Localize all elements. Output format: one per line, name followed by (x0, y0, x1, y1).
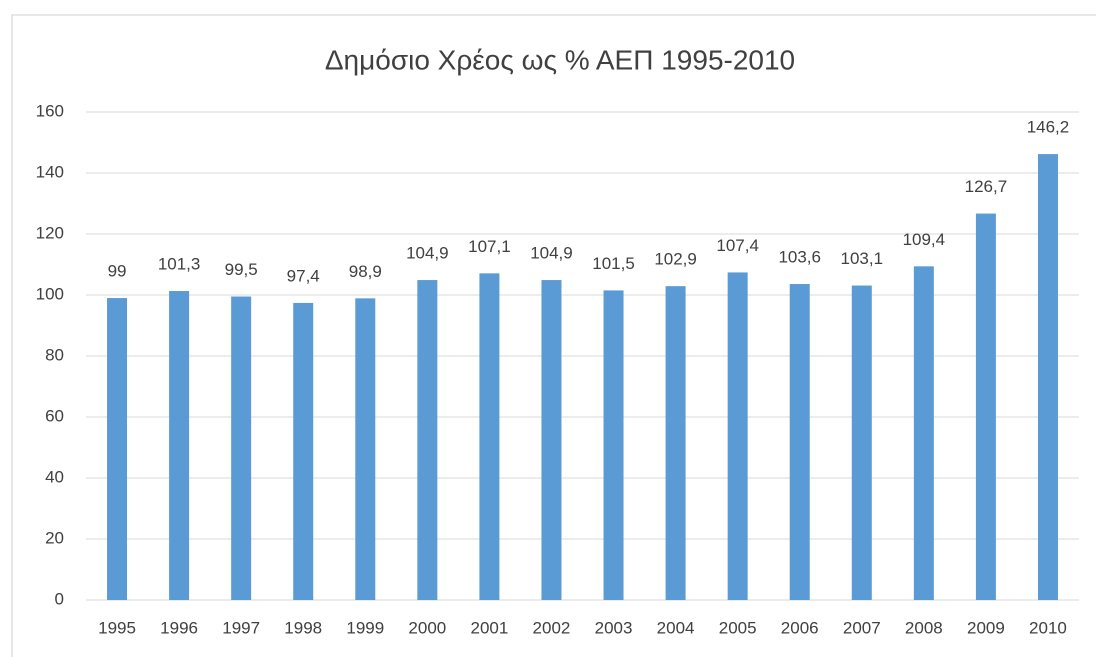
x-tick-label: 2000 (408, 618, 446, 637)
value-label: 103,1 (841, 249, 884, 268)
x-tick-label: 2003 (595, 618, 633, 637)
y-tick-label: 160 (36, 101, 64, 120)
bar (975, 213, 996, 600)
y-tick-label: 20 (45, 528, 64, 547)
value-label: 126,7 (965, 177, 1008, 196)
y-tick-label: 140 (36, 162, 64, 181)
value-label: 107,1 (468, 237, 511, 256)
value-label: 101,5 (592, 254, 635, 273)
x-tick-label: 2007 (843, 618, 881, 637)
value-label: 107,4 (716, 236, 759, 255)
y-tick-label: 60 (45, 406, 64, 425)
bar (355, 298, 376, 600)
bar (727, 272, 748, 600)
value-label: 103,6 (778, 248, 821, 267)
value-label: 104,9 (406, 244, 449, 263)
x-tick-label: 2004 (657, 618, 695, 637)
bar (1037, 154, 1058, 600)
y-tick-label: 120 (36, 223, 64, 242)
value-label: 102,9 (654, 250, 697, 269)
y-tick-label: 100 (36, 284, 64, 303)
bar (169, 291, 190, 600)
x-tick-label: 2008 (905, 618, 943, 637)
x-tick-label: 1995 (98, 618, 136, 637)
x-tick-label: 2006 (781, 618, 819, 637)
x-tick-label: 1998 (284, 618, 322, 637)
x-tick-label: 1997 (222, 618, 260, 637)
value-label: 101,3 (158, 255, 201, 274)
bar (851, 285, 872, 600)
x-tick-label: 2005 (719, 618, 757, 637)
bar (913, 266, 934, 600)
bar (479, 273, 500, 600)
x-tick-label: 2010 (1029, 618, 1067, 637)
x-tick-label: 1996 (160, 618, 198, 637)
value-label: 146,2 (1027, 118, 1070, 137)
x-tick-label: 2001 (470, 618, 508, 637)
bar (293, 302, 314, 600)
y-tick-label: 0 (55, 589, 64, 608)
value-label: 99 (108, 262, 127, 281)
value-label: 104,9 (530, 244, 573, 263)
x-tick-label: 2002 (533, 618, 571, 637)
value-label: 109,4 (903, 230, 946, 249)
bar (417, 280, 438, 600)
x-tick-label: 1999 (346, 618, 384, 637)
bar (541, 280, 562, 600)
value-label: 98,9 (349, 262, 382, 281)
chart-title: Δημόσιο Χρέος ως % ΑΕΠ 1995-2010 (325, 44, 795, 75)
bar (789, 284, 810, 600)
value-label: 99,5 (225, 260, 258, 279)
bar (665, 286, 686, 600)
y-tick-label: 40 (45, 467, 64, 486)
y-tick-label: 80 (45, 345, 64, 364)
value-label: 97,4 (287, 266, 320, 285)
x-tick-label: 2009 (967, 618, 1005, 637)
bar (107, 298, 128, 600)
bar (231, 296, 252, 600)
bar (603, 290, 624, 600)
